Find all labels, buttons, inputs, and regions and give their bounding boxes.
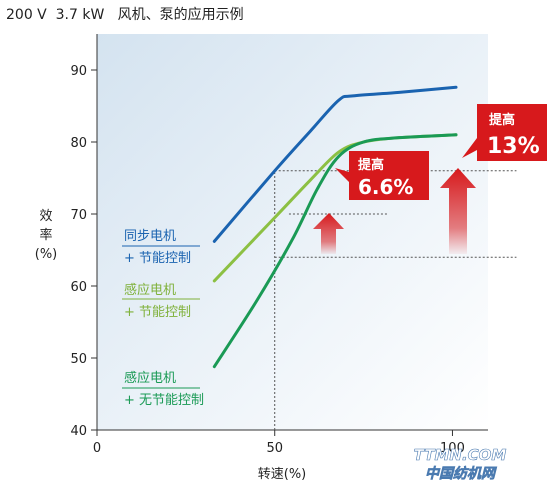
y-axis-label-2: 率	[39, 227, 52, 243]
badge-13	[477, 104, 547, 161]
series-label-2: 感应电机 + 节能控制	[122, 282, 200, 320]
y-tick-label-50: 50	[70, 352, 87, 367]
series-label-1-line-1: 同步电机	[124, 229, 176, 244]
y-tick-label-80: 80	[70, 136, 87, 151]
y-tick-label-90: 90	[70, 64, 87, 79]
y-axis-label-3: (%)	[35, 247, 58, 262]
y-tick-label-70: 70	[70, 208, 87, 223]
chart-title: 200 V 3.7 kW 风机、泵的应用示例	[6, 7, 244, 23]
x-ticks: 0 50 100	[93, 430, 465, 456]
series-label-3-line-1: 感应电机	[124, 370, 176, 386]
up-arrow-6-6	[313, 213, 344, 254]
badge-6-6-pointer	[335, 168, 349, 182]
badge-13-pointer	[462, 138, 477, 158]
improvement-annotation-13: 提高 13%	[440, 104, 547, 254]
improvement-annotation-6-6: 提高 6.6%	[313, 151, 429, 254]
watermark-top: TTMN.COM	[414, 446, 507, 464]
x-tick-label-100: 100	[440, 441, 465, 456]
y-tick-label-40: 40	[70, 424, 87, 439]
series-label-3-line-2: + 无节能控制	[124, 393, 204, 408]
series-label-2-line-1: 感应电机	[124, 282, 176, 298]
up-arrow-13	[440, 168, 476, 254]
y-axis-label-1: 效	[39, 209, 52, 224]
series-label-3: 感应电机 + 无节能控制	[122, 370, 204, 408]
series-line-3	[212, 133, 458, 369]
badge-13-label: 提高	[489, 112, 515, 128]
series-label-2-line-2: + 节能控制	[124, 305, 191, 320]
series-label-1: 同步电机 + 节能控制	[122, 229, 200, 266]
badge-6-6-label: 提高	[358, 157, 384, 173]
x-tick-label-0: 0	[93, 441, 101, 456]
badge-6-6	[349, 151, 429, 200]
series-lines	[212, 85, 458, 369]
series-label-1-line-2: + 节能控制	[124, 251, 191, 266]
x-tick-label-50: 50	[266, 441, 283, 456]
x-axis-label: 转速(%)	[258, 467, 307, 482]
y-tick-label-60: 60	[70, 280, 87, 295]
badge-13-value: 13%	[487, 134, 540, 159]
watermark-bottom: 中国纺机网	[425, 465, 497, 482]
series-line-1	[212, 85, 458, 243]
y-ticks: 40 50 60 70 80 90	[70, 64, 97, 439]
plot-area	[97, 34, 488, 430]
badge-6-6-value: 6.6%	[358, 175, 413, 199]
